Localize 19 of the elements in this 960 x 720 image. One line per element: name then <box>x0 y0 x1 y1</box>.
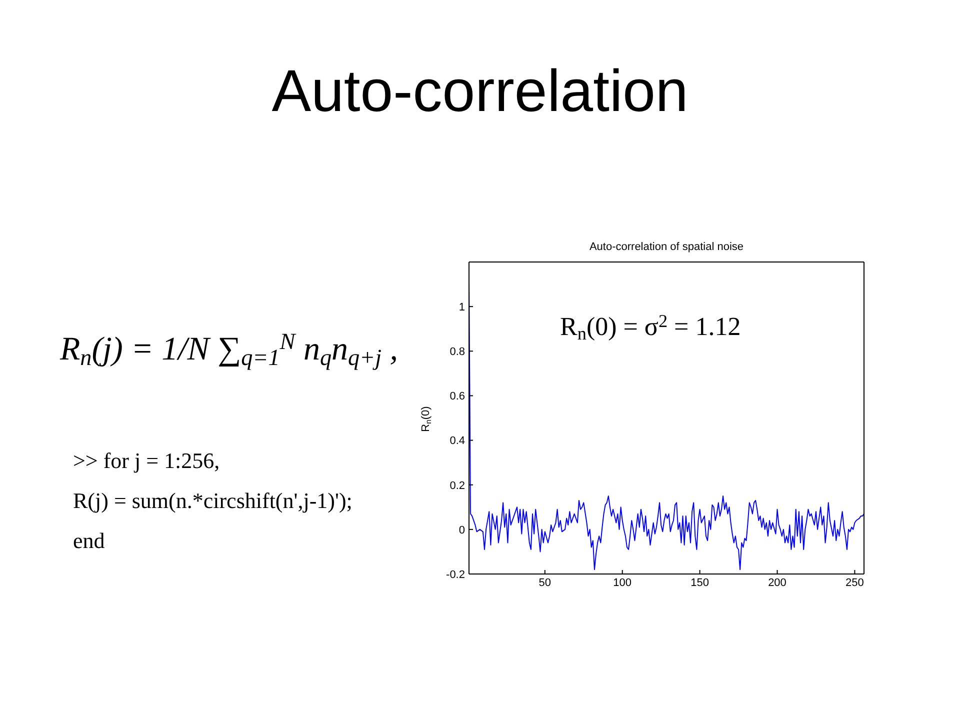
text: end <box>73 528 105 553</box>
chart-title: Auto-correlation <box>272 58 688 124</box>
text: >> for j = 1:256, <box>73 448 220 473</box>
y-tick-label: 0.6 <box>450 390 465 403</box>
y-tick-label: -0.2 <box>446 568 465 581</box>
text: R(j) = sum(n.*circshift(n',j-1)'); <box>73 488 352 513</box>
x-tick-label: 50 <box>538 576 552 589</box>
x-tick-label: 150 <box>690 576 709 589</box>
y-tick-label: 0.4 <box>450 435 465 448</box>
x-tick-label: 250 <box>846 576 864 589</box>
y-tick-label: 0.8 <box>450 346 465 358</box>
x-tick-label: 200 <box>768 576 786 589</box>
y-tick-label: 0.2 <box>450 480 465 492</box>
text: R$_{n}$(j) = 1/N ∑$_{q=1}$$^{N}$ n$_{q}$n$_{q+j}$ , <box>60 328 398 370</box>
annotation: R$_{n}$(0) = σ$^{2}$ = 1.12 <box>560 311 741 344</box>
y-tick-label: 1 <box>458 301 465 314</box>
chart-subtitle: Auto-correlation of spatial noise <box>589 241 744 253</box>
x-tick-label: 100 <box>613 576 632 589</box>
y-tick-label: 0 <box>458 524 465 536</box>
